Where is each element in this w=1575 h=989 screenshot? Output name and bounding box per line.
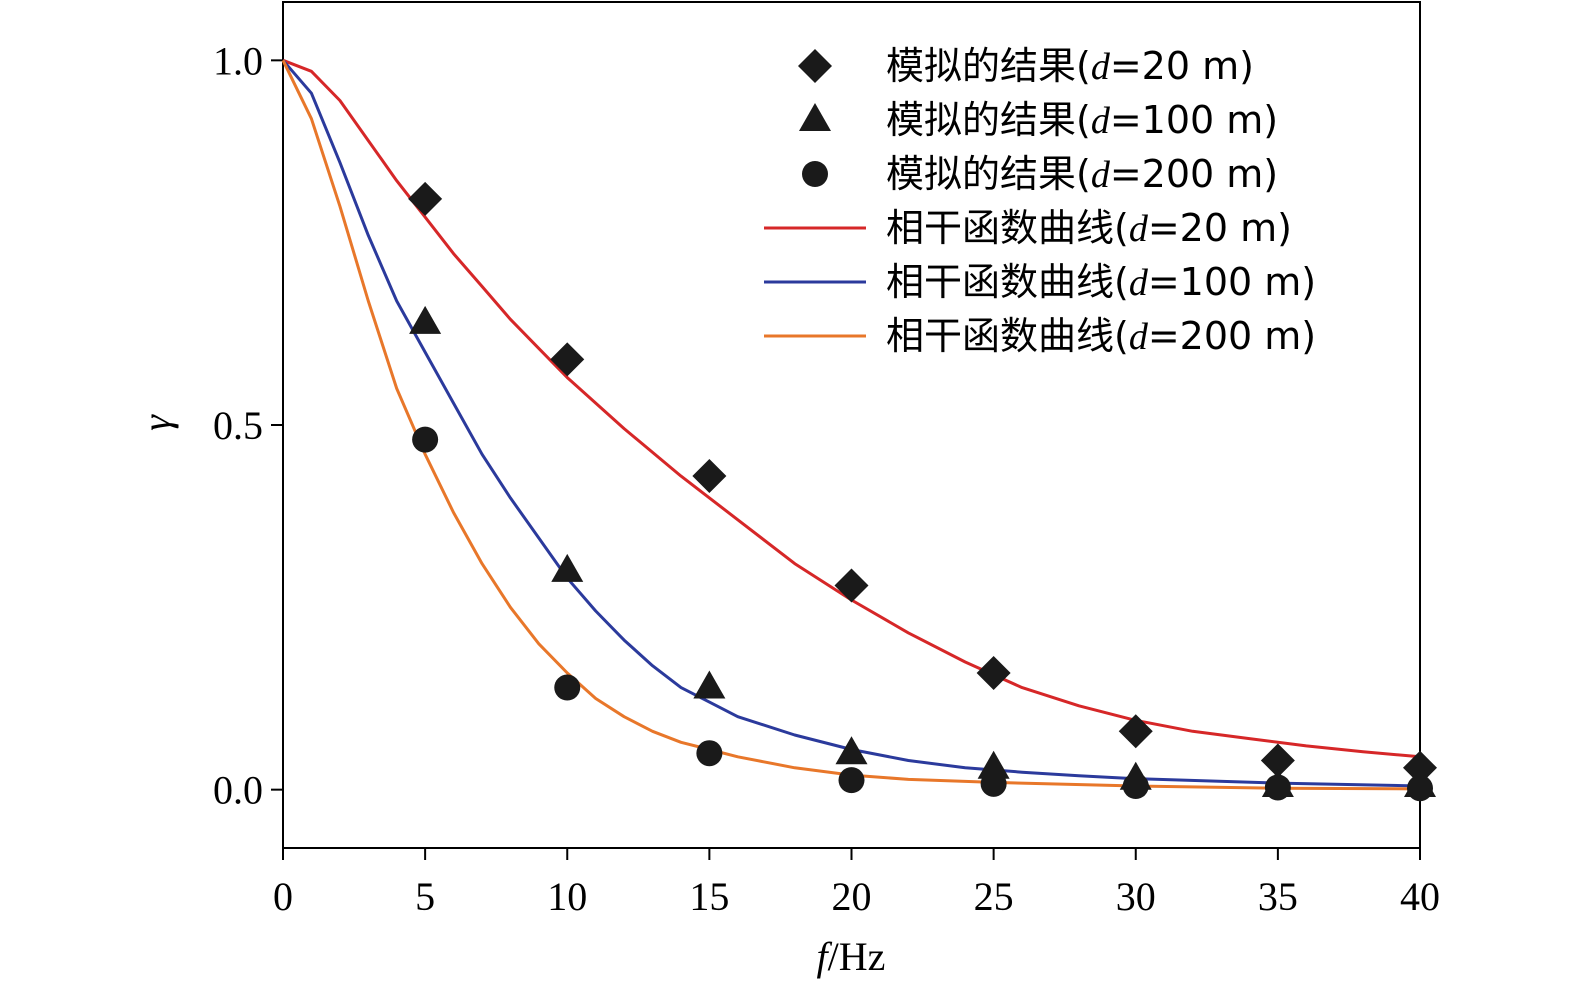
legend-marker [799,103,831,131]
series-line-1 [281,59,1421,788]
legend-label: 模拟的结果(d=20 m) [886,44,1254,88]
legend-label-var: d [1129,208,1149,250]
legend-label-suffix: =100 m) [1148,260,1316,304]
series-point-0 [408,181,443,216]
legend-item: 模拟的结果(d=200 m) [802,152,1278,196]
legend-label-var: d [1091,100,1111,142]
legend-label-var: d [1091,46,1111,88]
legend-item: 模拟的结果(d=100 m) [799,98,1278,142]
x-axis-title: f/Hz [817,934,886,979]
series-point-1 [835,736,868,765]
legend-label-var: d [1129,262,1149,304]
series-point-1 [551,553,584,582]
x-tick-label: 35 [1258,874,1298,919]
legend-item: 相干函数曲线(d=100 m) [764,260,1316,304]
series-point-1 [409,305,442,334]
legend-label-suffix: =20 m) [1110,44,1254,88]
legend-label-prefix: 模拟的结果( [886,44,1091,88]
legend-label-prefix: 相干函数曲线( [886,260,1129,304]
legend-item: 相干函数曲线(d=200 m) [764,314,1316,358]
curve-layer [281,58,1421,791]
legend: 模拟的结果(d=20 m)模拟的结果(d=100 m)模拟的结果(d=200 m… [764,44,1316,358]
legend-item: 相干函数曲线(d=20 m) [764,206,1292,250]
x-axis-title-unit: /Hz [828,934,886,979]
legend-label-suffix: =20 m) [1148,206,1292,250]
legend-label-var: d [1129,316,1149,358]
series-point-0 [976,655,1011,690]
series-line-2 [281,59,1421,791]
legend-label: 相干函数曲线(d=200 m) [886,314,1316,358]
legend-label: 相干函数曲线(d=20 m) [886,206,1292,250]
series-point-2 [554,674,581,701]
series-point-1 [977,750,1010,779]
y-tick-label: 0.5 [213,403,263,448]
series-line-0 [282,58,1421,759]
legend-label: 模拟的结果(d=100 m) [886,98,1278,142]
legend-marker [798,49,832,83]
y-tick-label: 0.0 [213,768,263,813]
legend-label-prefix: 模拟的结果( [886,152,1091,196]
series-point-0 [692,459,727,494]
legend-label-suffix: =200 m) [1110,152,1278,196]
series-point-1 [693,670,726,699]
x-tick-label: 5 [415,874,435,919]
series-point-0 [550,342,585,377]
series-point-2 [1407,775,1433,802]
y-tick-label: 1.0 [213,38,263,83]
series-point-2 [1264,774,1291,801]
legend-label-prefix: 相干函数曲线( [886,314,1129,358]
x-tick-label: 15 [689,874,729,919]
legend-label-prefix: 模拟的结果( [886,98,1091,142]
y-axis-ticks: 0.0 0.5 1.0 [213,38,283,813]
series-point-0 [1403,750,1437,785]
x-tick-label: 20 [832,874,872,919]
x-tick-label: 30 [1116,874,1156,919]
legend-label-var: d [1091,154,1111,196]
series-point-2 [838,767,865,794]
x-tick-label: 10 [547,874,587,919]
legend-label-suffix: =100 m) [1110,98,1278,142]
y-axis-title: γ [134,414,179,431]
marker-layer [408,181,1437,802]
x-tick-label: 25 [974,874,1014,919]
x-tick-label: 40 [1400,874,1440,919]
series-point-2 [980,770,1007,797]
series-point-0 [1118,714,1153,749]
series-point-2 [412,426,439,453]
legend-label: 相干函数曲线(d=100 m) [886,260,1316,304]
series-point-0 [834,568,869,603]
legend-label: 模拟的结果(d=200 m) [886,152,1278,196]
legend-label-prefix: 相干函数曲线( [886,206,1129,250]
legend-item: 模拟的结果(d=20 m) [798,44,1254,88]
series-point-2 [1122,773,1149,800]
legend-label-suffix: =200 m) [1148,314,1316,358]
series-point-2 [696,740,723,767]
series-point-0 [1260,743,1295,778]
x-tick-label: 0 [273,874,293,919]
legend-marker [802,161,828,187]
x-axis-ticks: 0 5 10 15 20 25 30 35 40 [273,848,1440,919]
